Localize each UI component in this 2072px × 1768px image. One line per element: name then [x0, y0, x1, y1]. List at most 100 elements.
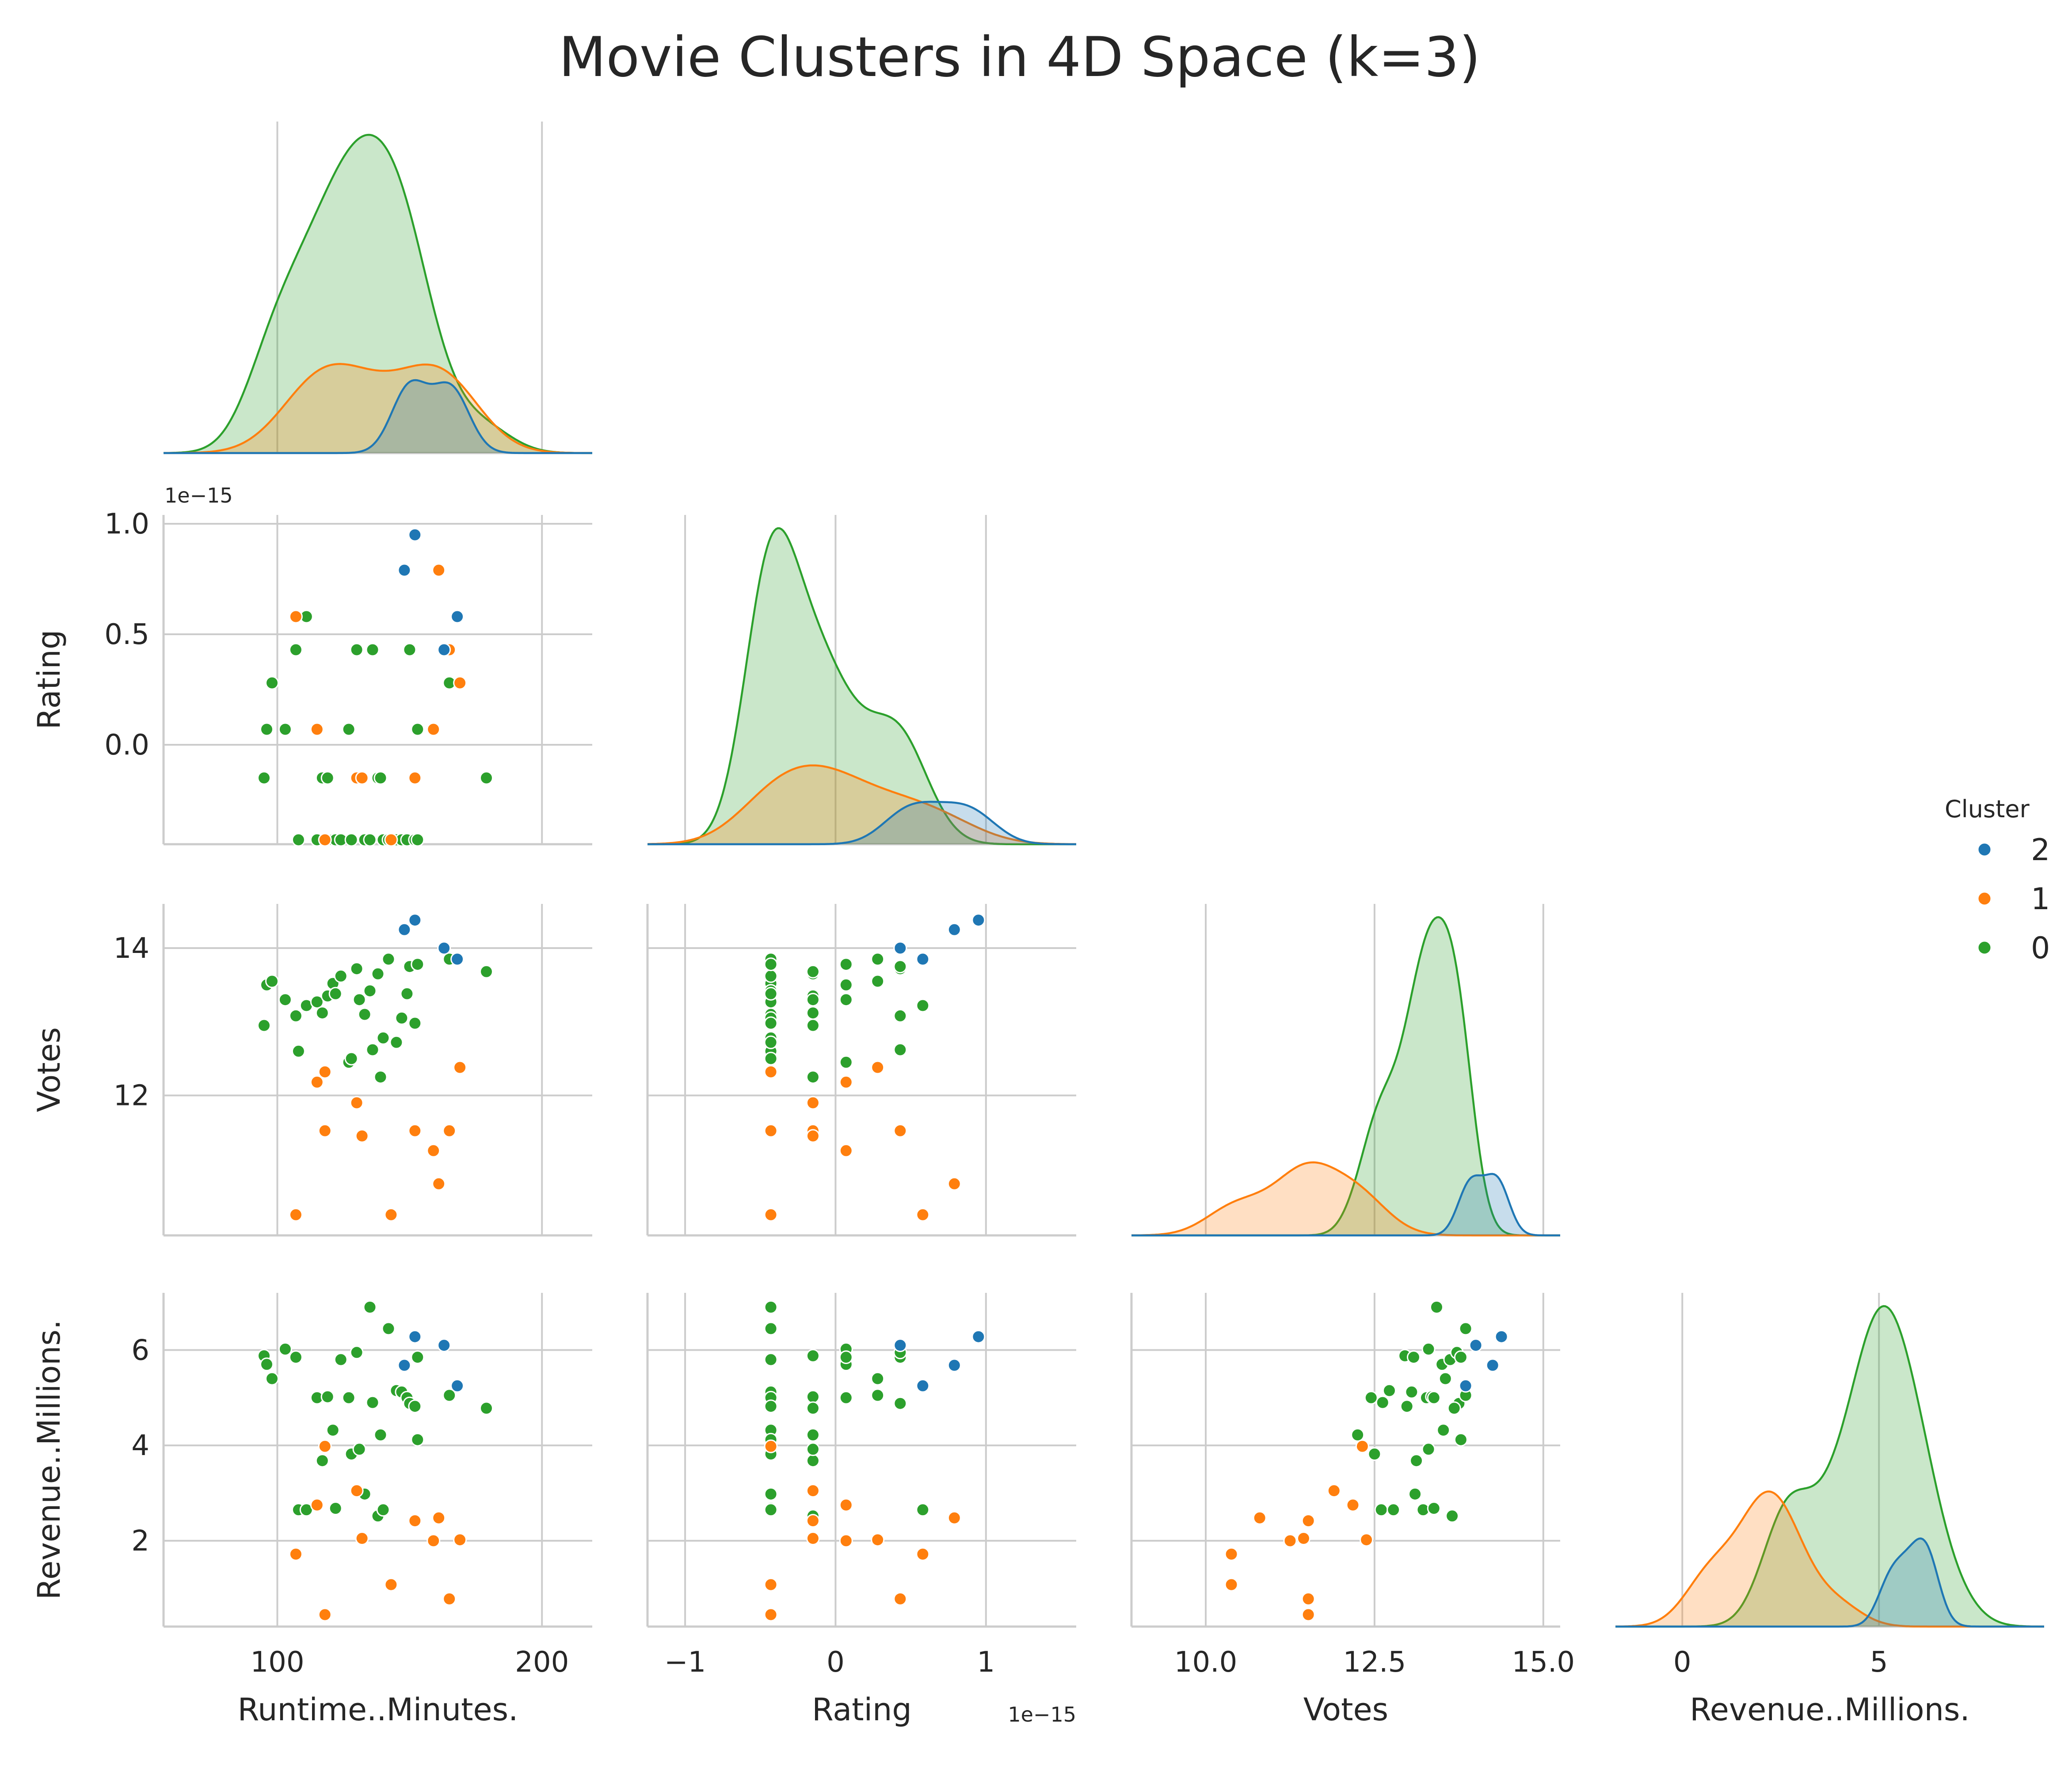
point-rating-votes-cluster-0-1	[839, 978, 853, 992]
point-runtime-revenue-cluster-1-4	[427, 1534, 441, 1548]
ytick-label-revenue-1: 4	[131, 1429, 149, 1462]
point-runtime-rating-cluster-0-18	[363, 833, 377, 847]
point-rating-votes-cluster-0-30	[764, 957, 778, 972]
point-runtime-votes-cluster-0-25	[395, 1011, 409, 1025]
point-runtime-rating-cluster-2-1	[397, 563, 411, 577]
point-rating-revenue-cluster-1-11	[806, 1532, 820, 1545]
point-runtime-revenue-cluster-2-3	[437, 1338, 451, 1353]
point-votes-revenue-cluster-1-1	[1253, 1511, 1267, 1525]
point-runtime-votes-cluster-0-20	[371, 967, 385, 981]
yaxis-label-votes: Votes	[31, 1027, 67, 1112]
point-runtime-votes-cluster-0-12	[334, 969, 348, 983]
point-votes-revenue-cluster-0-29	[1454, 1350, 1468, 1364]
point-rating-revenue-cluster-0-29	[839, 1350, 853, 1364]
xaxis-label-revenue: Revenue..Millions.	[1690, 1692, 1969, 1728]
point-runtime-rating-cluster-0-13	[342, 722, 356, 736]
point-rating-revenue-cluster-1-6	[806, 1484, 820, 1498]
kde-line-votes-cluster-2	[1131, 1173, 1560, 1237]
point-rating-votes-cluster-1-9	[764, 1208, 778, 1222]
point-runtime-votes-cluster-0-7	[310, 995, 324, 1009]
point-votes-revenue-cluster-2-3	[1469, 1338, 1483, 1353]
point-runtime-revenue-cluster-0-9	[320, 1390, 335, 1404]
kde-line-runtime-cluster-1	[163, 363, 592, 454]
point-runtime-rating-cluster-2-0	[408, 528, 422, 542]
point-votes-revenue-cluster-1-8	[1355, 1439, 1369, 1453]
point-rating-votes-cluster-0-14	[764, 1052, 778, 1066]
point-runtime-votes-cluster-0-19	[366, 1043, 380, 1057]
point-rating-revenue-cluster-1-2	[893, 1592, 907, 1606]
point-runtime-votes-cluster-0-2	[265, 974, 279, 988]
point-runtime-rating-cluster-0-14	[344, 833, 358, 847]
kde-line-rating-cluster-2	[648, 800, 1076, 846]
point-votes-revenue-cluster-1-10	[1301, 1608, 1315, 1622]
point-rating-votes-cluster-1-4	[839, 1143, 853, 1158]
point-votes-revenue-cluster-1-4	[1283, 1534, 1297, 1548]
point-runtime-votes-cluster-0-18	[363, 984, 377, 998]
point-runtime-votes-cluster-1-2	[442, 1124, 457, 1138]
point-runtime-revenue-cluster-0-23	[381, 1322, 396, 1336]
point-runtime-votes-cluster-0-30	[411, 957, 425, 972]
point-votes-revenue-cluster-2-1	[1485, 1358, 1500, 1372]
xaxis-label-runtime: Runtime..Minutes.	[238, 1692, 518, 1728]
point-rating-votes-cluster-0-28	[764, 1016, 778, 1030]
panel-1-0: 0.0 0.5 1.0	[104, 508, 592, 847]
point-rating-votes-cluster-2-3	[893, 941, 907, 955]
point-rating-votes-cluster-1-11	[806, 1129, 820, 1143]
point-votes-revenue-cluster-0-19	[1375, 1395, 1390, 1410]
point-rating-votes-cluster-2-1	[947, 922, 961, 937]
point-rating-votes-cluster-0-0	[806, 1018, 820, 1033]
legend-label-0: 0	[2031, 931, 2050, 966]
point-rating-votes-cluster-0-19	[893, 1043, 907, 1057]
point-runtime-votes-cluster-0-15	[350, 962, 364, 976]
xtick-label-rating-2: 1	[977, 1646, 995, 1679]
point-runtime-votes-cluster-0-16	[352, 993, 366, 1007]
point-runtime-revenue-cluster-1-11	[355, 1532, 369, 1545]
point-runtime-votes-cluster-0-4	[289, 1009, 303, 1023]
point-rating-revenue-cluster-0-28	[764, 1399, 778, 1414]
panel-3-3: 0 5 Revenue..Millions.	[1615, 1293, 2044, 1728]
point-runtime-revenue-cluster-0-32	[480, 1401, 493, 1415]
kde-fill-rating-cluster-0	[648, 528, 1076, 844]
point-runtime-revenue-cluster-1-5	[310, 1498, 324, 1512]
point-rating-revenue-cluster-0-32	[806, 1401, 820, 1415]
legend-title: Cluster	[1945, 795, 2030, 823]
point-votes-revenue-cluster-1-11	[1297, 1532, 1310, 1545]
point-runtime-revenue-cluster-1-2	[442, 1592, 457, 1606]
kde-line-rating-cluster-0	[648, 527, 1076, 846]
point-rating-votes-cluster-0-29	[839, 957, 853, 972]
ytick-label-votes-1: 14	[114, 932, 149, 965]
point-votes-revenue-cluster-0-3	[1421, 1342, 1436, 1356]
kde-line-runtime-cluster-2	[164, 379, 592, 454]
point-runtime-votes-cluster-0-21	[373, 1070, 388, 1084]
point-runtime-revenue-cluster-1-6	[350, 1484, 364, 1498]
point-runtime-rating-cluster-0-2	[265, 676, 279, 690]
point-runtime-rating-cluster-0-29	[411, 722, 425, 736]
point-rating-revenue-cluster-2-3	[893, 1338, 907, 1353]
point-votes-revenue-cluster-2-2	[1459, 1379, 1473, 1393]
point-runtime-votes-cluster-0-5	[291, 1044, 305, 1058]
point-rating-votes-cluster-0-4	[893, 1009, 907, 1023]
point-votes-revenue-cluster-0-8	[1409, 1454, 1424, 1468]
point-runtime-votes-cluster-0-11	[328, 987, 343, 1001]
point-runtime-revenue-cluster-0-21	[373, 1428, 388, 1442]
rating-offset-label-y: 1e−15	[164, 484, 233, 507]
point-votes-revenue-cluster-0-20	[1445, 1509, 1459, 1523]
point-rating-revenue-cluster-1-9	[764, 1577, 778, 1592]
point-runtime-revenue-cluster-0-11	[328, 1501, 343, 1515]
point-runtime-revenue-cluster-0-15	[350, 1345, 364, 1360]
kde-fill-votes-cluster-0	[1131, 917, 1560, 1235]
point-runtime-revenue-cluster-1-9	[384, 1577, 398, 1592]
xaxis-label-votes: Votes	[1303, 1692, 1388, 1728]
point-runtime-revenue-cluster-0-4	[289, 1350, 303, 1364]
point-runtime-votes-cluster-0-22	[376, 1031, 390, 1045]
point-rating-revenue-cluster-0-9	[806, 1390, 820, 1404]
point-runtime-revenue-cluster-0-22	[376, 1503, 390, 1517]
point-runtime-rating-cluster-1-10	[318, 833, 332, 847]
point-runtime-revenue-cluster-2-1	[397, 1358, 411, 1372]
point-rating-votes-cluster-0-26	[764, 987, 778, 1001]
yaxis-label-revenue: Revenue..Millions.	[31, 1320, 67, 1600]
point-runtime-votes-cluster-1-10	[318, 1124, 332, 1138]
point-rating-votes-cluster-1-10	[764, 1124, 778, 1138]
point-votes-revenue-cluster-0-21	[1351, 1428, 1365, 1442]
